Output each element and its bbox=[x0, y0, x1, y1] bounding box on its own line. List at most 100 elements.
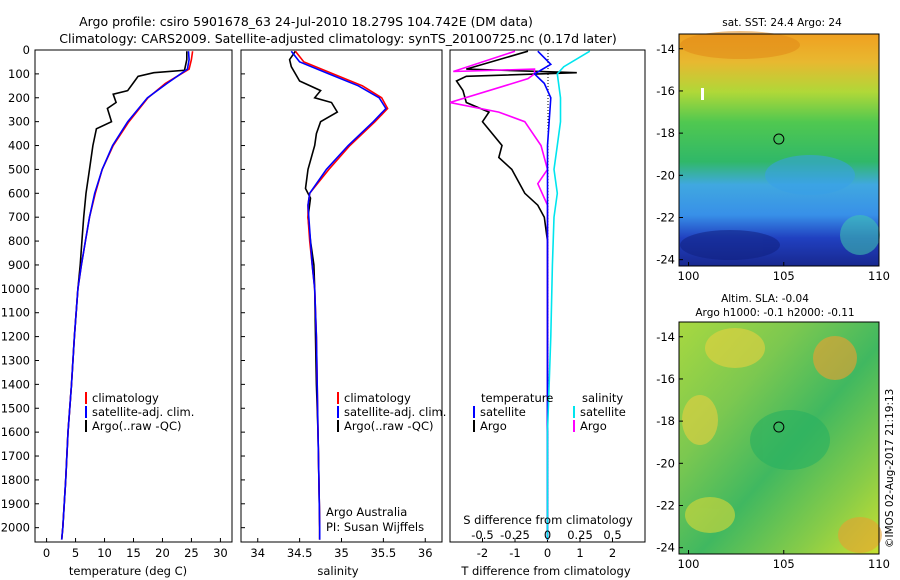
temperature-axes-frame bbox=[34, 49, 233, 543]
x-tick-label: 20 bbox=[155, 546, 170, 560]
map-x-tick-label: 110 bbox=[868, 557, 890, 571]
y-tick-label: 1700 bbox=[1, 449, 30, 463]
s-tick-label: 0 bbox=[544, 528, 551, 542]
y-tick-label: 600 bbox=[8, 186, 30, 200]
series-temperature-satellite bbox=[533, 50, 553, 540]
difference-legend: temperature salinity satellite Argo sate… bbox=[473, 391, 626, 433]
y-tick-label: 2000 bbox=[1, 521, 30, 535]
x-tick-label: 15 bbox=[126, 546, 141, 560]
sst-cool-patch bbox=[765, 155, 855, 195]
sla-map-axes: 100 105 110 -14 -16 -18 -20 -22 -24 bbox=[656, 330, 890, 571]
series-satellite-adj-clim- bbox=[290, 50, 387, 540]
legend-label-satellite-adj: satellite-adj. clim. bbox=[92, 405, 194, 419]
legend-label-climatology: climatology bbox=[92, 391, 159, 405]
sla-low-patch bbox=[750, 410, 830, 470]
sst-float-trail bbox=[701, 88, 704, 100]
map-y-tick-label: -18 bbox=[656, 414, 675, 428]
series-satellite-adj-clim- bbox=[60, 51, 190, 540]
y-tick-label: 400 bbox=[8, 139, 30, 153]
map-x-tick-label: 100 bbox=[678, 557, 700, 571]
map-x-tick-label: 105 bbox=[773, 557, 795, 571]
s-tick-label: 0.25 bbox=[567, 528, 593, 542]
x-tick-label: 35.5 bbox=[371, 546, 397, 560]
y-tick-label: 1600 bbox=[1, 425, 30, 439]
y-tick-label: 1800 bbox=[1, 473, 30, 487]
map-y-tick-label: -20 bbox=[656, 456, 675, 470]
y-tick-label: 300 bbox=[8, 115, 30, 129]
sst-map-patches bbox=[680, 31, 880, 260]
x-tick-label: 30 bbox=[213, 546, 228, 560]
y-tick-label: 1000 bbox=[1, 282, 30, 296]
y-tick-label: 700 bbox=[8, 210, 30, 224]
y-tick-label: 1100 bbox=[1, 306, 30, 320]
sla-high-patch bbox=[685, 497, 735, 533]
s-tick-label: -0.25 bbox=[500, 528, 530, 542]
sst-cold-patch bbox=[680, 230, 780, 260]
s-tick-label: 0.5 bbox=[603, 528, 621, 542]
map-y-tick-label: -22 bbox=[656, 498, 675, 512]
legend-label-temperature-argo: Argo bbox=[480, 419, 507, 433]
y-tick-label: 800 bbox=[8, 234, 30, 248]
t-difference-xlabel: T difference from climatology bbox=[460, 564, 631, 578]
sla-map-patches bbox=[682, 328, 882, 553]
series-salinity-argo bbox=[450, 50, 549, 540]
annotation-pi: PI: Susan Wijffels bbox=[326, 520, 424, 534]
legend-label-salinity-satellite: satellite bbox=[580, 405, 626, 419]
sst-warm-patch bbox=[680, 31, 800, 59]
figure-title-line1: Argo profile: csiro 5901678_63 24-Jul-20… bbox=[79, 14, 533, 29]
imos-timestamp-label: ©IMOS 02-Aug-2017 21:19:13 bbox=[884, 389, 896, 548]
salinity-x-axis: 34 34.5 35 35.5 36 bbox=[250, 538, 433, 560]
salinity-xlabel: salinity bbox=[317, 564, 358, 578]
temperature-x-axis: 0 5 10 15 20 25 30 bbox=[43, 538, 228, 560]
map-y-tick-label: -14 bbox=[656, 42, 675, 56]
sst-map-panel: sat. SST: 24.4 Argo: 24 100 105 110 -14 -16 -… bbox=[656, 17, 890, 283]
y-tick-label: 1300 bbox=[1, 353, 30, 367]
series-salinity-satellite bbox=[546, 50, 591, 540]
x-tick-label: 35 bbox=[334, 546, 349, 560]
difference-panel: -2 -1 0 1 2 S difference from climatology -0… bbox=[449, 49, 646, 578]
sla-map-title-line2: Argo h1000: -0.1 h2000: -0.11 bbox=[695, 307, 854, 319]
sst-map-frame bbox=[678, 33, 880, 267]
map-y-tick-label: -24 bbox=[656, 253, 675, 267]
sst-green-patch bbox=[840, 215, 880, 255]
legend-label-satellite-adj: satellite-adj. clim. bbox=[344, 405, 446, 419]
y-tick-label: 500 bbox=[8, 162, 30, 176]
map-y-tick-label: -20 bbox=[656, 168, 675, 182]
legend-label-salinity-argo: Argo bbox=[580, 419, 607, 433]
sla-high-patch bbox=[813, 336, 857, 380]
y-tick-label: 200 bbox=[8, 91, 30, 105]
legend-label-climatology: climatology bbox=[344, 391, 411, 405]
salinity-axes-frame bbox=[240, 49, 443, 543]
y-tick-label: 1200 bbox=[1, 330, 30, 344]
legend-label-argo: Argo(..raw -QC) bbox=[92, 419, 182, 433]
map-x-tick-label: 105 bbox=[773, 269, 795, 283]
sst-map-title: sat. SST: 24.4 Argo: 24 bbox=[722, 17, 842, 29]
legend-label-argo: Argo(..raw -QC) bbox=[344, 419, 434, 433]
x-tick-label: 2 bbox=[609, 546, 616, 560]
s-difference-xlabel: S difference from climatology bbox=[463, 513, 633, 527]
map-x-tick-label: 100 bbox=[678, 269, 700, 283]
map-y-tick-label: -24 bbox=[656, 541, 675, 555]
x-tick-label: 34 bbox=[250, 546, 265, 560]
sla-high-patch bbox=[705, 328, 765, 368]
legend-header-salinity: salinity bbox=[582, 391, 623, 405]
salinity-panel: 34 34.5 35 35.5 36 salinity climatology sate… bbox=[240, 49, 446, 578]
annotation-argo-australia: Argo Australia bbox=[326, 505, 407, 519]
x-tick-label: 0 bbox=[43, 546, 50, 560]
salinity-legend: climatology satellite-adj. clim. Argo(..… bbox=[337, 391, 446, 433]
x-tick-label: 25 bbox=[184, 546, 199, 560]
x-tick-label: 0 bbox=[544, 546, 551, 560]
legend-header-temperature: temperature bbox=[481, 391, 553, 405]
map-y-tick-label: -14 bbox=[656, 330, 675, 344]
x-tick-label: 5 bbox=[72, 546, 79, 560]
y-tick-label: 1400 bbox=[1, 377, 30, 391]
sla-map-panel: Altim. SLA: -0.04 Argo h1000: -0.1 h2000… bbox=[656, 293, 890, 571]
x-tick-label: -2 bbox=[477, 546, 488, 560]
figure-title-line2: Climatology: CARS2009. Satellite-adjuste… bbox=[59, 31, 616, 46]
x-tick-label: 10 bbox=[97, 546, 112, 560]
s-tick-label: -0.5 bbox=[471, 528, 493, 542]
depth-axis: 0 100 200 300 400 500 600 700 800 900 1000 1100 1200… bbox=[1, 43, 39, 535]
sla-map-frame bbox=[678, 321, 880, 555]
sst-argo-position-marker bbox=[773, 133, 785, 145]
map-y-tick-label: -16 bbox=[656, 84, 675, 98]
